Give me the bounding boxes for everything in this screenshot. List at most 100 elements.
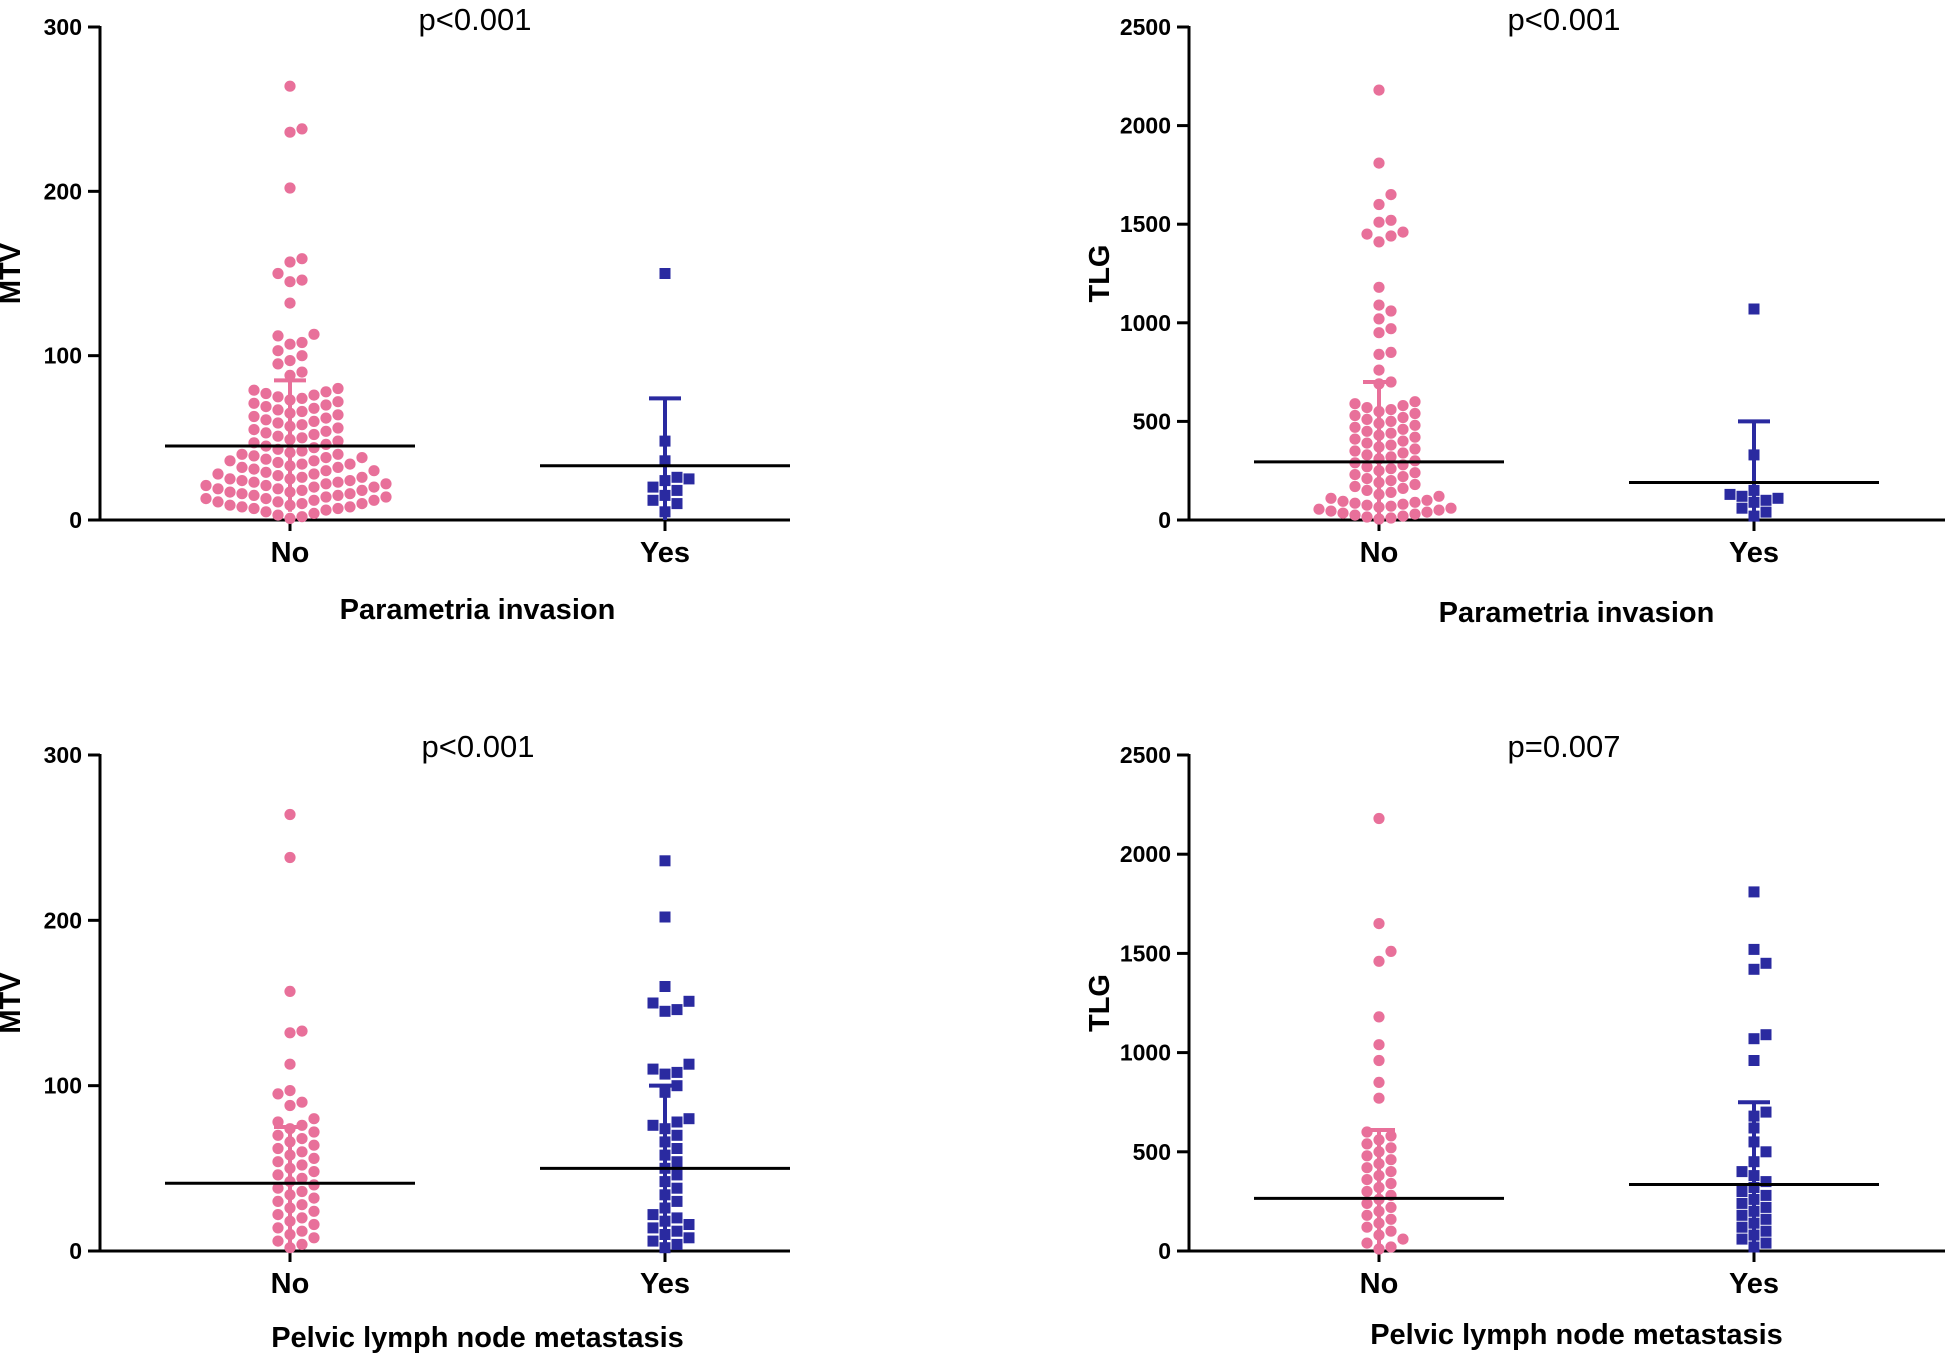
data-point-no [1373,1054,1385,1067]
data-point-yes [1724,488,1736,500]
data-point-no [308,455,320,467]
data-point-no [1385,439,1397,451]
data-point-no [1385,214,1397,226]
data-point-no [320,386,332,398]
data-point-no [248,397,260,409]
data-point-no [1397,1233,1409,1245]
data-point-no [1385,1201,1397,1213]
data-point-no [248,476,260,488]
data-point-no [272,1088,284,1100]
y-tick-label: 2000 [1120,841,1171,867]
data-point-no [332,489,344,501]
data-point-no [1385,486,1397,498]
data-point-no [332,448,344,460]
data-point-yes [659,981,671,992]
data-point-no [1385,189,1397,201]
data-point-no [1373,281,1385,293]
data-point-no [224,455,236,467]
data-point-no [296,1133,308,1145]
data-point-no [308,1152,320,1164]
data-point-no [284,851,296,864]
data-point-yes [671,1143,683,1154]
data-point-no [236,475,248,487]
data-point-no [284,985,296,998]
data-point-no [1385,1166,1397,1178]
data-point-no [284,276,296,288]
x-category-label: Yes [1729,537,1779,569]
data-point-no [296,350,308,362]
data-point-no [236,501,248,513]
data-point-yes [1748,963,1760,975]
data-point-no [212,468,224,480]
data-point-no [284,80,296,92]
data-point-yes [1748,943,1760,955]
data-point-no [272,483,284,495]
data-point-no [1397,226,1409,238]
y-tick-label: 0 [69,1238,82,1264]
data-point-no [308,402,320,414]
data-point-no [320,438,332,450]
data-point-no [296,1185,308,1198]
data-point-no [260,479,272,492]
data-point-no [1361,425,1373,437]
data-point-yes [1748,1055,1760,1066]
y-tick-label: 2500 [1120,14,1171,40]
x-category-label: No [271,1268,310,1300]
data-point-no [332,476,344,488]
data-point-yes [671,1169,683,1181]
data-point-yes [1736,1233,1748,1245]
data-point-no [1385,463,1397,475]
data-point-yes [1760,957,1772,969]
data-point-no [1385,404,1397,416]
y-tick-label: 500 [1133,1139,1171,1165]
data-point-no [296,1159,308,1171]
y-tick-label: 500 [1133,408,1171,434]
data-point-no [1409,431,1421,443]
data-point-no [272,1156,284,1168]
data-point-no [368,494,380,506]
x-category-label: Yes [1729,1268,1779,1300]
data-point-no [1337,507,1349,519]
data-point-yes [671,471,683,483]
data-point-no [1373,157,1385,169]
data-point-no [200,493,212,505]
data-point-no [320,504,332,516]
data-point-no [272,417,284,429]
data-point-no [260,414,272,426]
data-point-yes [1760,1237,1772,1249]
data-point-no [1421,506,1433,518]
y-tick-label: 0 [1158,507,1171,533]
data-point-no [296,123,308,135]
data-point-no [1361,499,1373,511]
data-point-no [320,491,332,503]
data-point-no [296,498,308,510]
data-point-no [1361,461,1373,473]
data-point-no [1385,475,1397,487]
data-point-yes [647,1222,659,1234]
data-point-no [308,507,320,519]
data-point-no [272,1169,284,1181]
y-tick-label: 0 [1158,1238,1171,1264]
data-point-no [1349,469,1361,481]
data-point-yes [659,911,671,923]
data-point-yes [671,1225,683,1237]
y-tick-label: 100 [44,1073,82,1099]
data-point-no [296,1025,308,1037]
data-point-no [1361,437,1373,449]
data-point-no [1385,512,1397,524]
y-tick-label: 200 [44,178,82,204]
data-point-no [320,425,332,437]
data-point-no [260,466,272,478]
data-point-no [284,355,296,367]
data-point-yes [659,1005,671,1017]
data-point-no [1373,198,1385,211]
data-point-yes [659,268,671,279]
data-point-no [1337,495,1349,507]
data-point-no [248,489,260,501]
data-point-no [284,297,296,309]
data-point-no [1385,1130,1397,1142]
data-point-no [248,463,260,475]
data-point-no [284,808,296,821]
x-axis-title: Pelvic lymph node metastasis [271,1322,684,1354]
